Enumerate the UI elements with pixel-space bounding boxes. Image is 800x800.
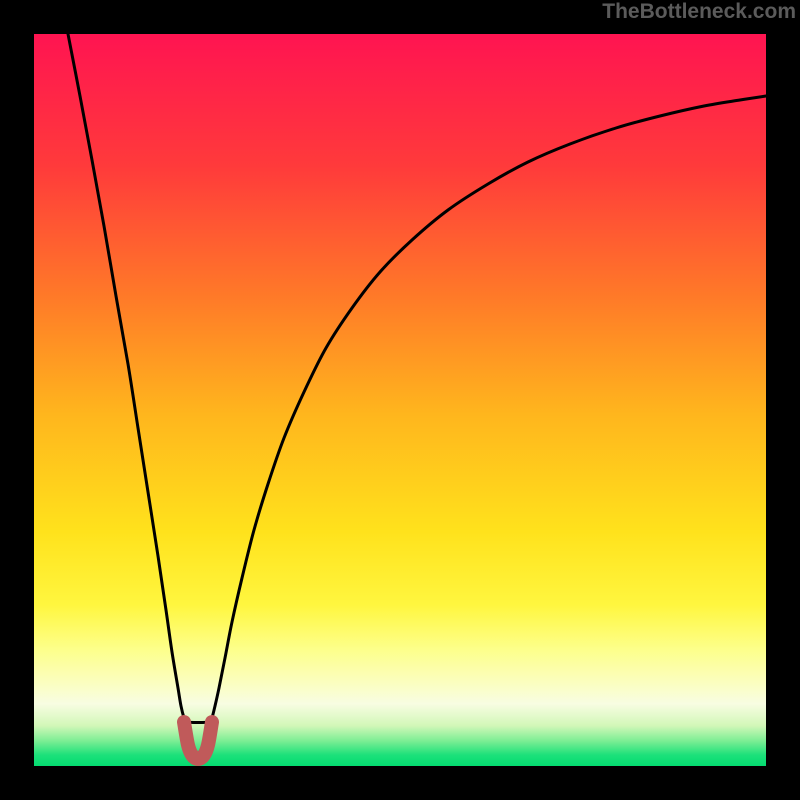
chart-stage: TheBottleneck.com: [0, 0, 800, 800]
chart-svg: [0, 0, 800, 800]
attribution-text: TheBottleneck.com: [602, 0, 796, 24]
gradient-background: [34, 34, 766, 766]
